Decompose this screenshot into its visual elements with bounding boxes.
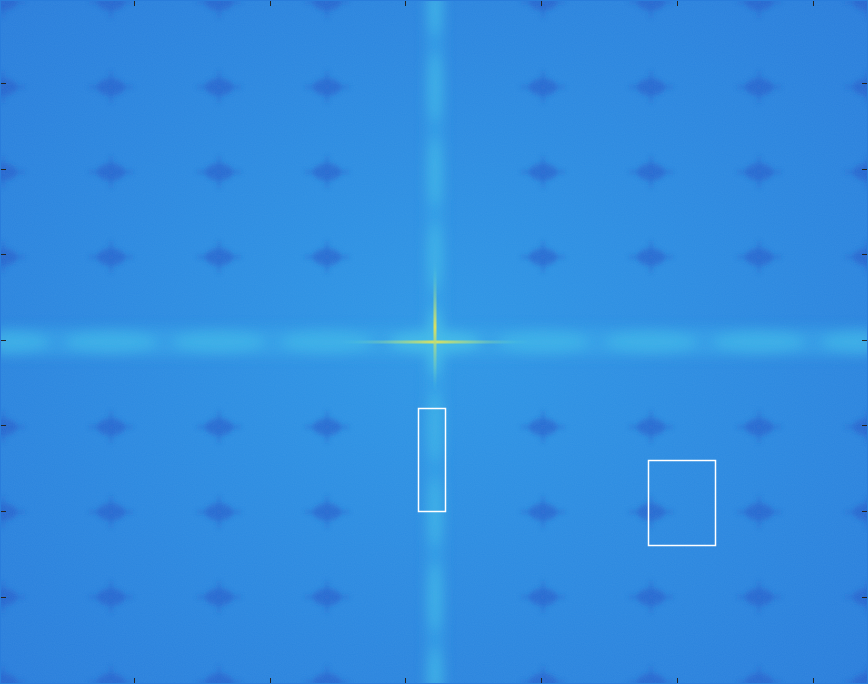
ticks — [0, 0, 868, 684]
cross-v — [434, 262, 437, 392]
page: {"chart_data": {"type": "image", "xlim":… — [0, 0, 868, 684]
spectrum-image — [0, 0, 868, 684]
center-cross — [340, 262, 530, 392]
frame — [1, 1, 868, 684]
box — [419, 409, 446, 512]
bright-bands — [0, 0, 868, 684]
box — [649, 461, 716, 546]
chart-container — [0, 0, 868, 684]
background — [0, 0, 868, 684]
boxes — [419, 409, 716, 546]
noise — [0, 0, 868, 684]
dark-spots — [0, 0, 868, 684]
chart-svg — [0, 0, 868, 684]
